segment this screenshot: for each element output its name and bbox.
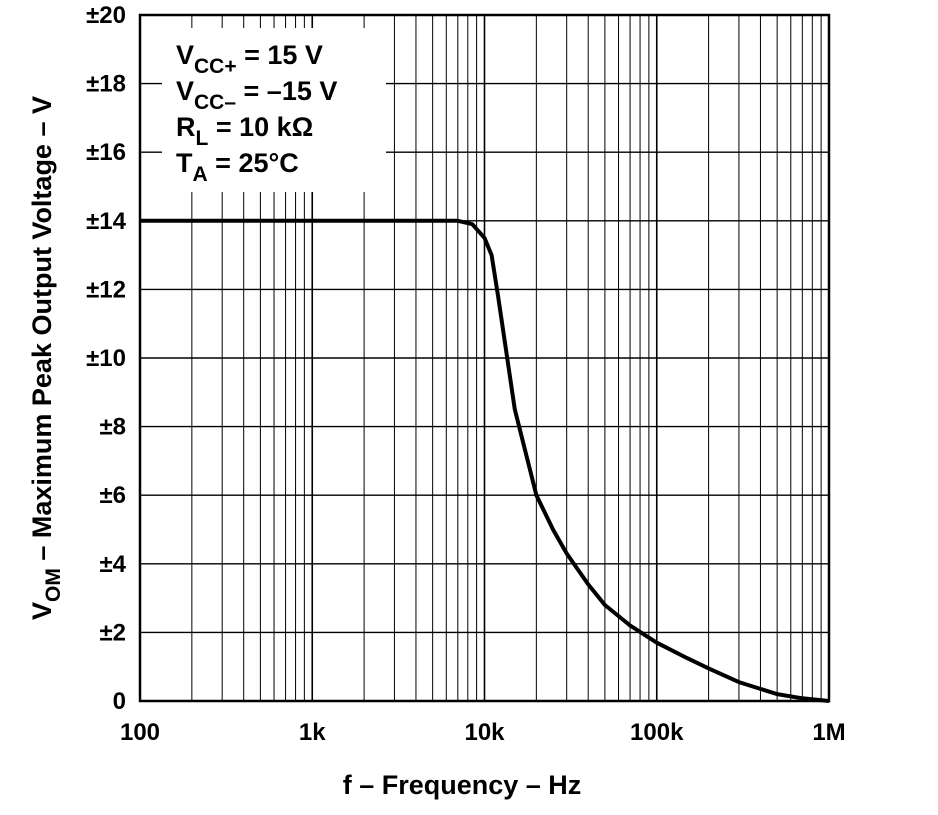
condition-sub: A: [193, 163, 208, 186]
series-line: [140, 218, 830, 703]
y-tick-label: ±4: [99, 551, 126, 578]
y-tick-label: ±8: [99, 414, 126, 441]
plot-frame: [138, 13, 831, 703]
y-tick-label: ±12: [86, 276, 126, 303]
y-tick-label: ±6: [99, 482, 126, 509]
condition-sub: L: [196, 127, 209, 150]
y-tick-label: ±10: [86, 345, 126, 372]
y-tick-label: ±18: [86, 71, 126, 98]
condition-main: V: [176, 76, 194, 106]
condition-rest: = 10 kΩ: [208, 112, 313, 142]
x-tick-label: 100: [120, 719, 160, 746]
condition-sub: CC–: [194, 91, 236, 114]
x-tick-label: 1M: [812, 719, 845, 746]
condition-main: T: [176, 148, 193, 178]
x-tick-label: 100k: [630, 719, 684, 746]
conditions-annotation: VCC+ = 15 V VCC– = –15 V RL = 10 kΩ TA = 25…: [176, 40, 337, 186]
condition-sub: CC+: [194, 55, 237, 78]
condition-main: V: [176, 40, 194, 70]
condition-rest: = 15 V: [237, 40, 323, 70]
y-axis-label-sub: OM: [42, 568, 65, 602]
y-axis-label-rest: – Maximum Peak Output Voltage – V: [27, 96, 57, 568]
y-tick-label: ±14: [86, 208, 127, 235]
condition-rest: = –15 V: [236, 76, 337, 106]
x-axis-label: f – Frequency – Hz: [343, 770, 582, 800]
y-tick-label: 0: [113, 688, 126, 715]
condition-main: R: [176, 112, 196, 142]
y-axis-label-main: V: [27, 602, 57, 620]
y-axis-label: VOM – Maximum Peak Output Voltage – V: [27, 96, 65, 620]
conditions-box: [162, 28, 386, 192]
y-tick-label: ±2: [99, 619, 126, 646]
y-tick-label: ±20: [86, 2, 126, 29]
tick-labels: 0 ±2 ±4 ±6 ±8 ±10 ±12 ±14 ±16 ±18 ±20 100 1k 10k 100k 1…: [86, 2, 846, 746]
y-tick-label: ±16: [86, 139, 126, 166]
x-tick-label: 1k: [299, 719, 326, 746]
x-tick-label: 10k: [464, 719, 505, 746]
condition-rest: = 25°C: [208, 148, 299, 178]
